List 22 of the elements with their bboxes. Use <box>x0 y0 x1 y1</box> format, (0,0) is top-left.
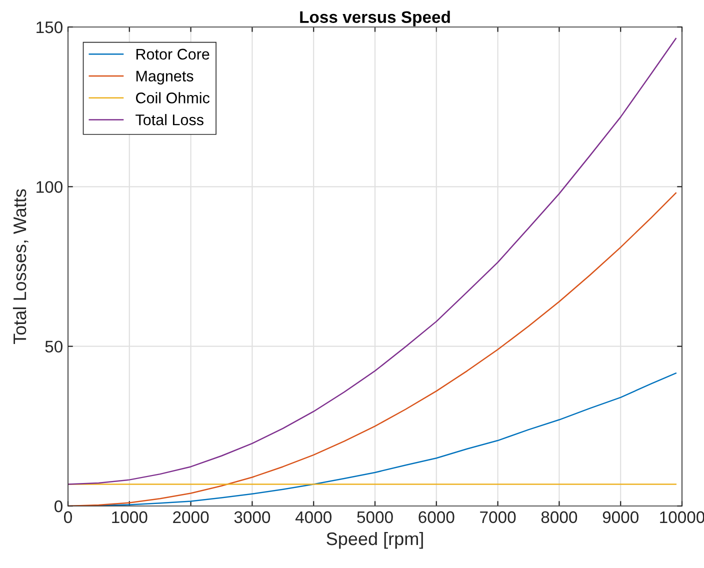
x-tick-label: 0 <box>64 511 72 524</box>
x-tick-label: 6000 <box>418 511 454 524</box>
x-tick-label: 4000 <box>295 511 332 524</box>
x-axis-title: Speed [rpm] <box>326 532 423 549</box>
x-tick-label: 5000 <box>357 511 393 524</box>
legend-label: Magnets <box>136 70 194 85</box>
x-tick-label: 2000 <box>173 511 209 524</box>
y-tick-label: 50 <box>45 340 62 353</box>
x-tick-label: 1000 <box>112 511 148 524</box>
x-tick-label: 3000 <box>234 511 270 524</box>
chart-title: Loss versus Speed <box>300 10 450 26</box>
y-tick-label: 150 <box>36 21 62 34</box>
y-tick-label: 0 <box>54 500 62 512</box>
legend-label: Rotor Core <box>136 48 210 60</box>
y-axis-title: Total Losses, Watts <box>12 189 28 344</box>
x-tick-label: 9000 <box>602 511 638 524</box>
y-tick-label: 100 <box>36 181 62 193</box>
x-tick-label: 7000 <box>480 511 516 524</box>
line-series <box>68 38 676 485</box>
x-tick-label: 8000 <box>541 511 578 524</box>
legend-label: Coil Ohmic <box>136 92 210 104</box>
legend-label: Total Loss <box>136 114 204 126</box>
